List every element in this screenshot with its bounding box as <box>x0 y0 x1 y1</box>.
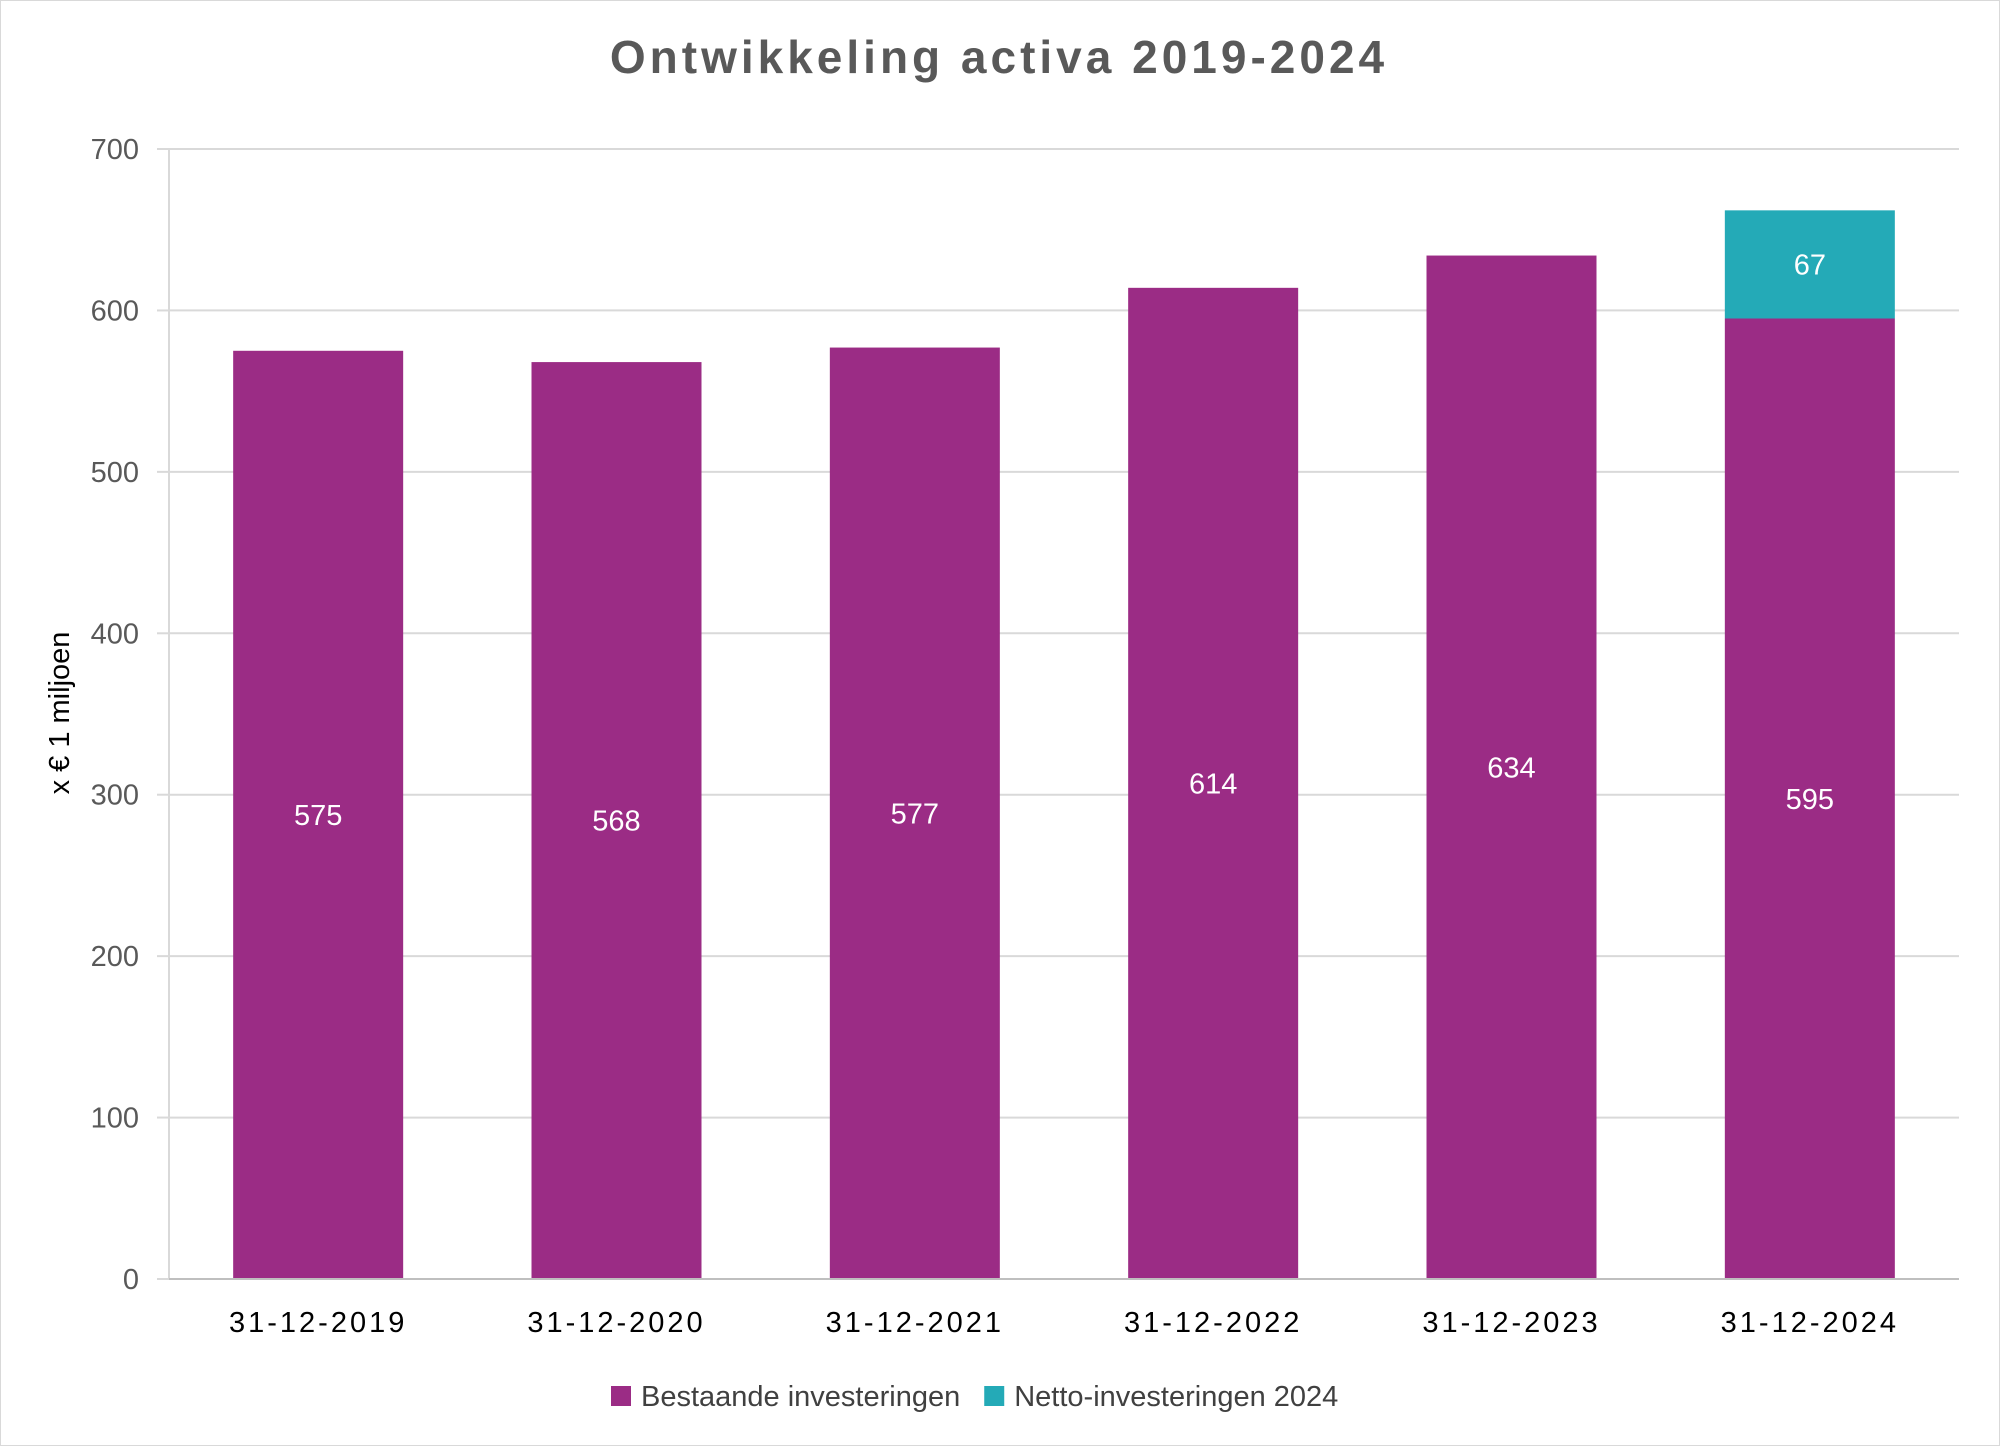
axis-layer: 0 100 200 300 400 500 600 700 31-12-2019 31-12-20… <box>91 134 1959 1339</box>
data-label: 634 <box>1487 752 1535 784</box>
data-label: 577 <box>891 798 939 830</box>
y-tick-label: 400 <box>91 618 139 650</box>
legend-swatch-netto <box>984 1386 1005 1406</box>
bars-layer <box>233 210 1895 1280</box>
x-tick-label: 31-12-2021 <box>826 1307 1004 1339</box>
y-tick-label: 700 <box>91 134 139 166</box>
bar-bestaande-31-12-2021 <box>829 347 1000 1279</box>
chart-title: Ontwikkeling activa 2019-2024 <box>610 31 1388 83</box>
bar-bestaande-31-12-2020 <box>531 362 702 1280</box>
legend-label-bestaande: Bestaande investeringen <box>641 1381 960 1413</box>
legend-label-netto: Netto-investeringen 2024 <box>1014 1381 1338 1413</box>
x-tick-label: 31-12-2022 <box>1124 1307 1302 1339</box>
data-label: 568 <box>592 806 640 838</box>
y-axis-label: x € 1 miljoen <box>44 632 76 795</box>
bar-netto-31-12-2024 <box>1724 210 1895 319</box>
x-tick-label: 31-12-2019 <box>229 1307 407 1339</box>
bar-bestaande-31-12-2019 <box>233 350 404 1279</box>
labels-layer: 575 568 577 614 634 595 67 <box>294 249 1834 837</box>
bar-bestaande-31-12-2024 <box>1724 318 1895 1279</box>
legend: Bestaande investeringen Netto-investering… <box>611 1381 1338 1413</box>
data-label: 575 <box>294 800 342 832</box>
y-tick-label: 500 <box>91 457 139 489</box>
y-tick-label: 200 <box>91 941 139 973</box>
y-tick-label: 100 <box>91 1103 139 1135</box>
grid-layer <box>169 148 1959 1119</box>
y-tick-label: 0 <box>123 1264 139 1296</box>
data-label: 614 <box>1189 768 1237 800</box>
y-tick-label: 300 <box>91 780 139 812</box>
y-tick-label: 600 <box>91 295 139 327</box>
bar-bestaande-31-12-2023 <box>1426 255 1597 1280</box>
bar-bestaande-31-12-2022 <box>1128 287 1299 1279</box>
x-tick-label: 31-12-2023 <box>1422 1307 1600 1339</box>
data-label: 67 <box>1794 249 1826 281</box>
x-tick-label: 31-12-2020 <box>527 1307 705 1339</box>
data-label: 595 <box>1786 784 1834 816</box>
x-tick-label: 31-12-2024 <box>1721 1307 1899 1339</box>
legend-swatch-bestaande <box>611 1386 631 1406</box>
